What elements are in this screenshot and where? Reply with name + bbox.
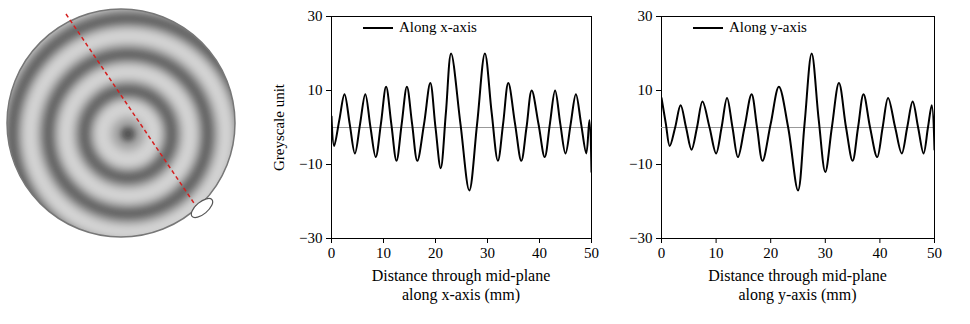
svg-text:−10: −10 [629, 156, 652, 172]
svg-text:10: 10 [638, 82, 653, 98]
svg-text:20: 20 [763, 245, 778, 261]
svg-text:−30: −30 [629, 230, 652, 246]
svg-text:40: 40 [872, 245, 887, 261]
html-text:Distance through mid-plane alo: Distance through mid-plane along y-axis … [708, 267, 887, 303]
svg-text:30: 30 [818, 245, 833, 261]
svg-text:30: 30 [480, 245, 495, 261]
svg-text:30: 30 [308, 8, 323, 24]
svg-text:30: 30 [638, 8, 653, 24]
svg-text:50: 50 [927, 245, 942, 261]
html-text:Along y-axis: Along y-axis [729, 19, 807, 35]
svg-text:50: 50 [584, 245, 599, 261]
svg-text:10: 10 [308, 82, 323, 98]
html-text:Along x-axis: Along x-axis [399, 19, 477, 35]
html-text:Distance through mid-plane alo: Distance through mid-plane along x-axis … [371, 267, 551, 303]
svg-text:Greyscale unit: Greyscale unit [271, 83, 287, 171]
svg-text:20: 20 [428, 245, 443, 261]
svg-text:0: 0 [328, 245, 336, 261]
svg-text:−10: −10 [299, 156, 322, 172]
svg-text:10: 10 [709, 245, 724, 261]
svg-text:10: 10 [376, 245, 391, 261]
svg-text:0: 0 [658, 245, 666, 261]
svg-text:−30: −30 [299, 230, 322, 246]
svg-text:40: 40 [532, 245, 547, 261]
